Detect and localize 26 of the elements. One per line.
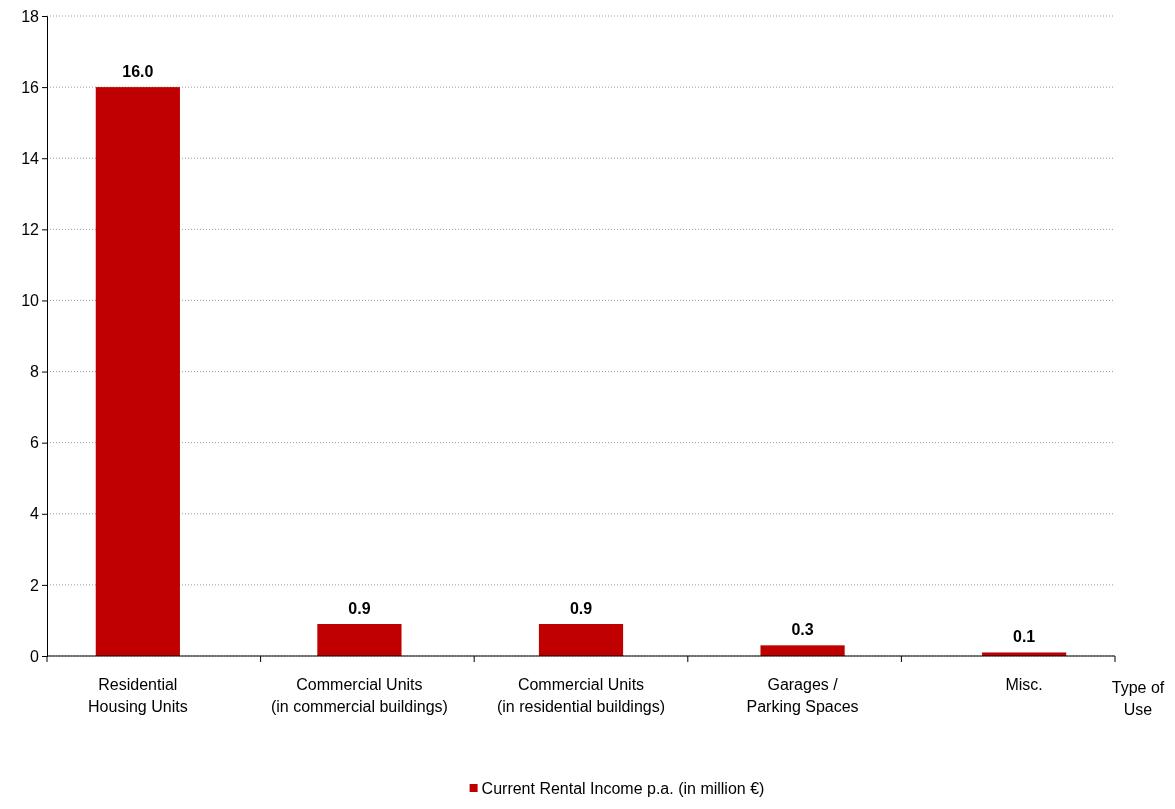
- bar: [95, 87, 180, 656]
- bar: [538, 624, 624, 656]
- y-tick-label: 8: [30, 363, 40, 381]
- y-tick-label: 16: [21, 78, 40, 96]
- x-tick-label: Misc.: [1005, 676, 1043, 693]
- x-tick-label: Residential Housing Units: [88, 676, 188, 715]
- y-tick-label: 14: [21, 149, 40, 167]
- y-tick-label: 18: [21, 7, 40, 25]
- data-label: 0.9: [348, 600, 371, 617]
- x-tick-label: Commercial Units (in residential buildings): [496, 676, 666, 715]
- y-tick-label: 4: [30, 505, 40, 523]
- bar: [317, 624, 402, 656]
- data-label: 0.1: [1013, 628, 1036, 646]
- data-label: 0.3: [791, 621, 814, 639]
- y-tick-label: 12: [21, 220, 40, 238]
- y-tick-label: 2: [30, 576, 40, 594]
- y-tick-label: 0: [30, 647, 40, 665]
- data-label: 0.9: [569, 600, 593, 617]
- bar: [760, 645, 845, 656]
- y-tick-label: 6: [30, 434, 40, 452]
- x-tick-label: Garages / Parking Spaces: [746, 676, 859, 715]
- legend-label: Current Rental Income p.a. (in million €): [481, 780, 765, 797]
- data-label: 16.0: [122, 63, 154, 81]
- x-axis-title: Type of Use: [1111, 679, 1165, 718]
- x-tick-label: Commercial Units (in commercial buildings): [270, 676, 448, 715]
- y-tick-label: 10: [21, 292, 40, 310]
